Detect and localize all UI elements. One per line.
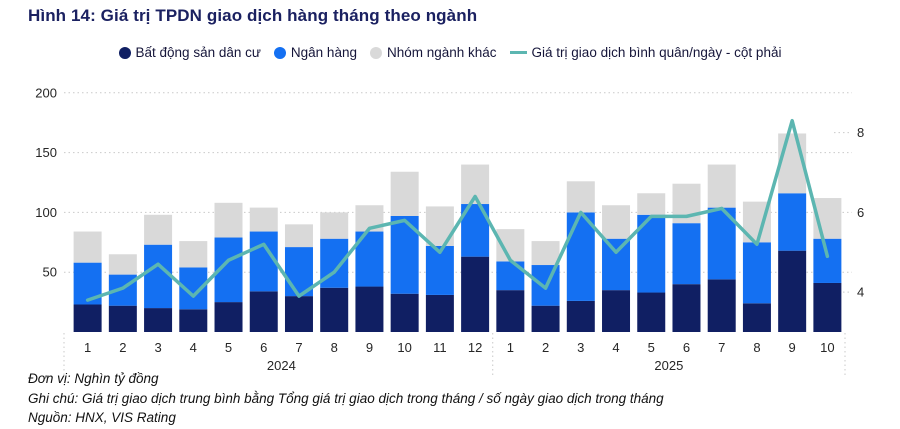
bar-segment-nhom-khac — [73, 231, 102, 263]
bar-segment-bat-dong-san — [249, 291, 278, 332]
month-label: 5 — [648, 340, 655, 355]
month-label: 10 — [397, 340, 411, 355]
month-label: 2 — [542, 340, 549, 355]
month-label: 7 — [295, 340, 302, 355]
bar-segment-ngan-hang — [249, 231, 278, 292]
bar-segment-bat-dong-san — [144, 308, 173, 332]
bar-segment-ngan-hang — [425, 245, 454, 295]
bar-segment-bat-dong-san — [390, 293, 419, 332]
left-axis-tick-label: 50 — [43, 265, 57, 280]
bar-segment-nhom-khac — [566, 181, 595, 213]
year-label: 2025 — [654, 358, 683, 373]
bar-segment-bat-dong-san — [707, 279, 736, 332]
bar-segment-bat-dong-san — [778, 250, 807, 332]
bar-segment-bat-dong-san — [531, 305, 560, 332]
month-label: 3 — [154, 340, 161, 355]
bar-segment-bat-dong-san — [602, 290, 631, 332]
bar-segment-ngan-hang — [813, 238, 842, 283]
legend-item-ngan-hang: Ngân hàng — [273, 45, 357, 60]
bar-segment-nhom-khac — [707, 164, 736, 208]
legend-label-ngan-hang: Ngân hàng — [290, 45, 357, 60]
bar-segment-ngan-hang — [566, 212, 595, 301]
chart-title: Hình 14: Giá trị TPDN giao dịch hàng thá… — [28, 6, 478, 25]
month-label: 1 — [507, 340, 514, 355]
bar-segment-bat-dong-san — [672, 284, 701, 332]
bar-segment-bat-dong-san — [425, 294, 454, 332]
month-label: 9 — [789, 340, 796, 355]
bar-segment-bat-dong-san — [813, 282, 842, 332]
bar-segment-nhom-khac — [144, 214, 173, 245]
legend-line-marker-icon — [509, 51, 527, 54]
footnote-source: Nguồn: HNX, VIS Rating — [28, 410, 176, 425]
bar-segment-nhom-khac — [320, 212, 349, 239]
month-label: 10 — [820, 340, 834, 355]
bar-segment-nhom-khac — [214, 202, 243, 238]
legend-label-nhom-khac: Nhóm ngành khác — [386, 45, 497, 60]
month-label: 4 — [612, 340, 619, 355]
footnotes: Đơn vị: Nghìn tỷ đồng Ghi chú: Giá trị g… — [28, 369, 880, 428]
month-label: 4 — [190, 340, 197, 355]
left-axis-tick-label: 200 — [35, 85, 57, 100]
month-label: 8 — [331, 340, 338, 355]
bar-segment-ngan-hang — [778, 193, 807, 251]
bar-segment-bat-dong-san — [179, 309, 208, 332]
left-axis-tick-label: 150 — [35, 145, 57, 160]
month-label: 9 — [366, 340, 373, 355]
legend-swatch-nhom-khac — [369, 46, 382, 59]
bar-segment-bat-dong-san — [214, 302, 243, 332]
bar-segment-nhom-khac — [637, 193, 666, 215]
legend-swatch-ngan-hang — [273, 46, 286, 59]
bar-segment-nhom-khac — [108, 254, 137, 275]
month-label: 1 — [84, 340, 91, 355]
month-label: 6 — [260, 340, 267, 355]
bar-segment-ngan-hang — [742, 242, 771, 304]
bar-segment-ngan-hang — [496, 261, 525, 291]
bar-segment-nhom-khac — [390, 171, 419, 216]
bar-segment-bat-dong-san — [73, 304, 102, 332]
month-label: 2 — [119, 340, 126, 355]
legend-item-nhom-khac: Nhóm ngành khác — [369, 45, 497, 60]
bar-segment-ngan-hang — [144, 244, 173, 309]
bar-segment-bat-dong-san — [108, 305, 137, 332]
footnote-unit: Đơn vị: Nghìn tỷ đồng — [28, 371, 159, 386]
bar-segment-bat-dong-san — [637, 292, 666, 332]
bar-segment-ngan-hang — [602, 238, 631, 291]
month-label: 3 — [577, 340, 584, 355]
bar-segment-nhom-khac — [284, 224, 313, 248]
right-axis-tick-label: 8 — [857, 125, 864, 140]
month-label: 7 — [718, 340, 725, 355]
legend-item-bat-dong-san: Bất động sản dân cư — [118, 45, 261, 60]
bar-segment-nhom-khac — [249, 207, 278, 232]
bar-segment-bat-dong-san — [742, 303, 771, 332]
legend-item-binh-quan-line: Giá trị giao dịch bình quân/ngày - cột p… — [509, 45, 782, 60]
legend-swatch-bat-dong-san — [118, 46, 131, 59]
month-label: 6 — [683, 340, 690, 355]
bar-segment-bat-dong-san — [320, 287, 349, 332]
bar-segment-bat-dong-san — [355, 286, 384, 332]
right-axis-tick-label: 6 — [857, 205, 864, 220]
legend: Bất động sản dân cư Ngân hàng Nhóm ngành… — [0, 45, 900, 60]
bar-segment-nhom-khac — [179, 241, 208, 268]
daily-average-line — [85, 118, 830, 302]
month-label: 8 — [753, 340, 760, 355]
bar-segment-bat-dong-san — [284, 296, 313, 332]
month-label: 12 — [468, 340, 482, 355]
bar-segment-bat-dong-san — [496, 290, 525, 332]
bar-segment-ngan-hang — [672, 223, 701, 285]
left-axis-tick-label: 100 — [35, 205, 57, 220]
legend-label-bat-dong-san: Bất động sản dân cư — [135, 45, 261, 60]
bar-segment-bat-dong-san — [461, 256, 490, 332]
legend-label-binh-quan: Giá trị giao dịch bình quân/ngày - cột p… — [531, 45, 782, 60]
bar-segment-bat-dong-san — [566, 300, 595, 332]
right-axis-tick-label: 4 — [857, 285, 864, 300]
bar-segment-nhom-khac — [531, 241, 560, 266]
year-label: 2024 — [267, 358, 296, 373]
month-label: 5 — [225, 340, 232, 355]
footnote-note: Ghi chú: Giá trị giao dịch trung bình bằ… — [28, 390, 664, 406]
month-label: 11 — [433, 340, 447, 355]
bar-segment-nhom-khac — [602, 205, 631, 239]
